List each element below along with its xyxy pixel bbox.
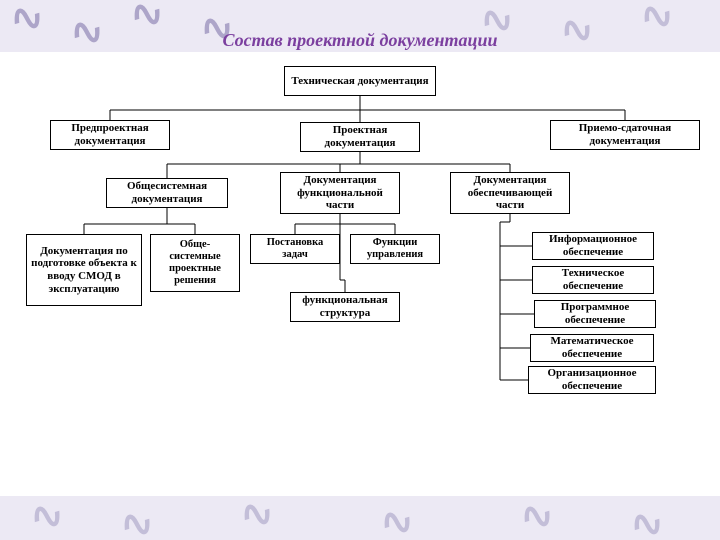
node-supp1: Информационное обеспечение: [532, 232, 654, 260]
node-func1: Постановка задач: [250, 234, 340, 264]
node-sys: Общесистемная документация: [106, 178, 228, 208]
tree-diagram: Техническая документация Предпроектная до…: [10, 60, 710, 490]
page-title: Состав проектной документации: [0, 30, 720, 51]
node-supp: Документация обеспечивающей части: [450, 172, 570, 214]
node-supp5: Организационное обеспечение: [528, 366, 656, 394]
node-proj: Проектная документация: [300, 122, 420, 152]
node-func: Документация функциональной части: [280, 172, 400, 214]
node-supp2: Техническое обеспечение: [532, 266, 654, 294]
decorative-bottom-band: ∿ ∿ ∿ ∿ ∿ ∿: [0, 496, 720, 540]
node-sys1: Документация по подготовке объекта к вво…: [26, 234, 142, 306]
node-supp4: Математическое обеспечение: [530, 334, 654, 362]
node-accept: Приемо-сдаточная документация: [550, 120, 700, 150]
node-sys2: Обще-системные проектные решения: [150, 234, 240, 292]
node-func2: Функции управления: [350, 234, 440, 264]
node-root: Техническая документация: [284, 66, 436, 96]
node-pre: Предпроектная документация: [50, 120, 170, 150]
node-func3: функциональная структура: [290, 292, 400, 322]
node-supp3: Программное обеспечение: [534, 300, 656, 328]
